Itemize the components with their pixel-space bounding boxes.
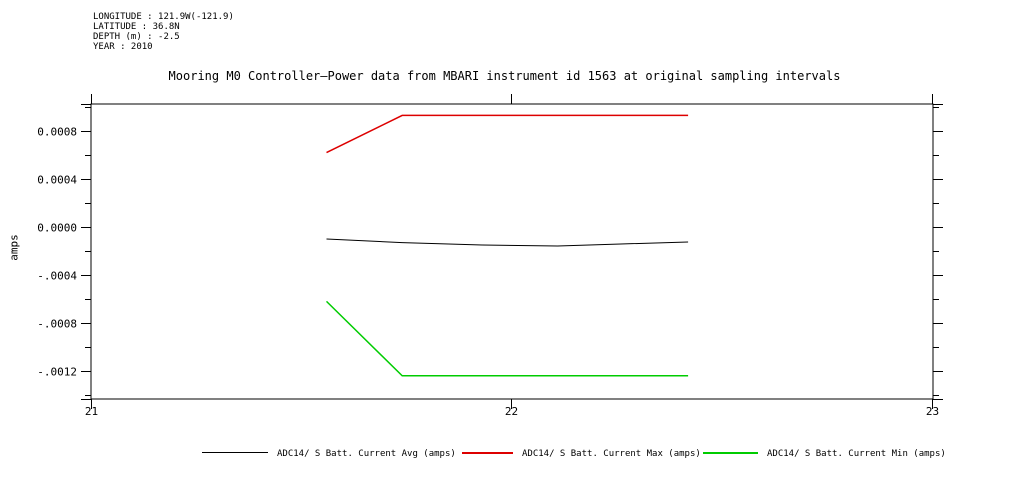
legend-label-min: ADC14/ S Batt. Current Min (amps)	[767, 449, 946, 459]
y-tick-label: 0.0008	[37, 126, 77, 139]
y-tick-label: -.0004	[37, 270, 77, 283]
y-tick-label: -.0008	[37, 318, 77, 331]
series-line-max	[326, 114, 689, 154]
chart-title: Mooring M0 Controller—Power data from MB…	[168, 69, 841, 83]
legend-line-swatch-min	[703, 452, 758, 454]
metadata-depth: DEPTH (m) : -2.5	[93, 32, 180, 42]
x-tick-label: 22	[505, 405, 518, 418]
x-tick-label: 21	[85, 405, 98, 418]
y-tick-label: 0.0000	[37, 222, 77, 235]
legend-label-avg: ADC14/ S Batt. Current Avg (amps)	[277, 449, 456, 459]
legend-line-swatch-max	[462, 452, 513, 454]
x-tick-label: 23	[926, 405, 939, 418]
metadata-year: YEAR : 2010	[93, 42, 153, 52]
series-line-min	[325, 300, 689, 377]
plot-frame	[90, 103, 934, 400]
legend-line-swatch-avg	[202, 452, 268, 453]
metadata-block: LONGITUDE : 121.9W(-121.9) LATITUDE : 36…	[93, 12, 234, 52]
metadata-latitude: LATITUDE : 36.8N	[93, 22, 180, 32]
y-tick-label: -.0012	[37, 366, 77, 379]
series-line-avg	[326, 238, 689, 247]
legend-label-max: ADC14/ S Batt. Current Max (amps)	[522, 449, 701, 459]
metadata-longitude: LONGITUDE : 121.9W(-121.9)	[93, 12, 234, 22]
y-tick-label: 0.0004	[37, 174, 77, 187]
